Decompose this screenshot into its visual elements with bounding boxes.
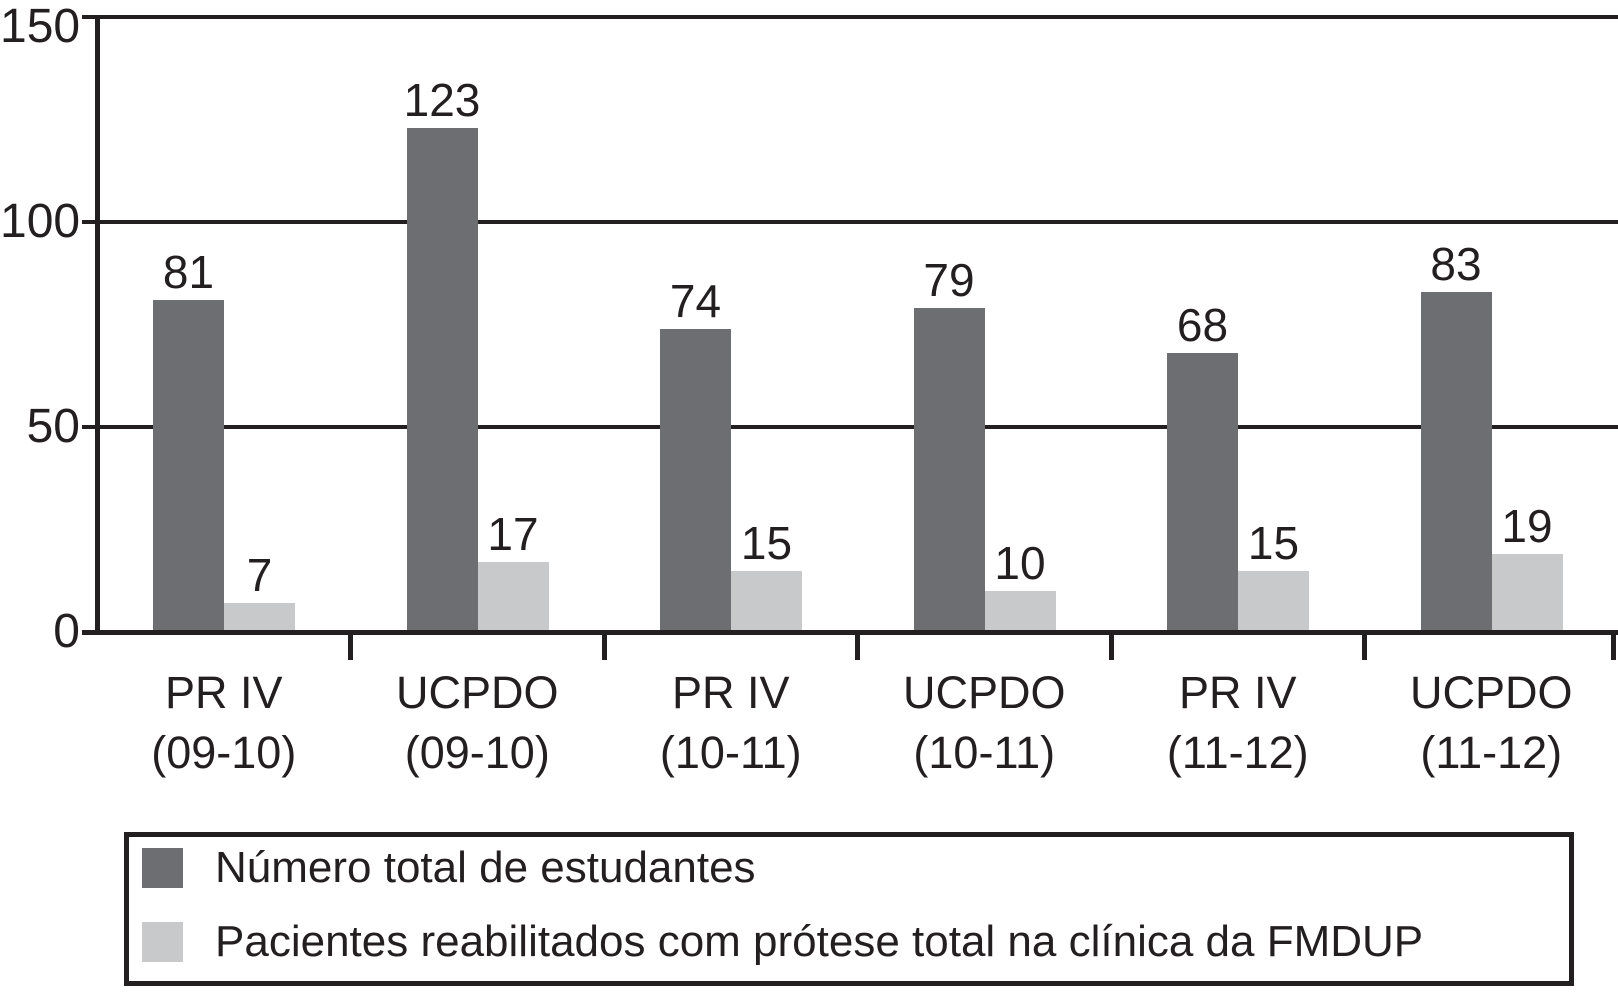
bar-dark xyxy=(153,300,224,630)
bar-light xyxy=(224,603,295,630)
x-tick xyxy=(1610,632,1616,660)
x-tick xyxy=(1362,632,1367,660)
category-label-line1: UCPDO xyxy=(903,667,1066,718)
category-label-line1: UCPDO xyxy=(1410,667,1573,718)
y-tick-label-50: 50 xyxy=(26,400,80,453)
bar-dark xyxy=(1167,353,1238,630)
bar-light xyxy=(984,591,1056,630)
category-label-line1: PR IV xyxy=(165,667,283,718)
bar-value-label: 15 xyxy=(1247,517,1300,569)
bar-light xyxy=(1238,571,1309,630)
bar-light xyxy=(731,571,802,630)
bar-value-label: 17 xyxy=(487,508,539,560)
category-label-line2: (10-11) xyxy=(659,727,802,778)
category-label-line1: UCPDO xyxy=(396,667,559,718)
legend: Número total de estudantes Pacientes rea… xyxy=(124,832,1574,986)
bar-value-label: 79 xyxy=(923,254,975,306)
bar-dark xyxy=(913,308,985,630)
bar-value-label: 74 xyxy=(669,275,722,327)
bar-value-label: 123 xyxy=(403,74,481,126)
category-label-line2: (11-12) xyxy=(1166,727,1309,778)
x-axis-line xyxy=(82,630,1618,635)
category-label-line2: (09-10) xyxy=(151,727,297,778)
legend-swatch-dark xyxy=(142,848,183,888)
x-tick xyxy=(1108,632,1114,660)
bar-dark xyxy=(1420,292,1492,630)
bar-value-label: 7 xyxy=(246,549,273,601)
gridline-100 xyxy=(82,220,1618,224)
x-tick xyxy=(348,632,353,660)
category-label-line2: (10-11) xyxy=(913,727,1056,778)
legend-label-total-students: Número total de estudantes xyxy=(215,843,756,892)
bar-value-label: 15 xyxy=(740,517,793,569)
y-tick-label-150: 150 xyxy=(0,0,81,53)
bar-value-label: 19 xyxy=(1501,500,1553,552)
category-label-line1: PR IV xyxy=(1179,667,1297,718)
y-tick-label-0: 0 xyxy=(53,605,80,658)
legend-label-rehabilitated-patients: Pacientes reabilitados com prótese total… xyxy=(215,917,1424,966)
x-tick xyxy=(855,632,860,660)
bar-light xyxy=(1491,554,1563,630)
bar-value-label: 68 xyxy=(1176,299,1229,351)
category-label-line1: PR IV xyxy=(672,667,790,718)
category-label-line2: (09-10) xyxy=(404,727,550,778)
y-tick-label-100: 100 xyxy=(0,195,81,248)
x-tick xyxy=(601,632,607,660)
y-axis-line xyxy=(95,15,100,635)
category-label-line2: (11-12) xyxy=(1420,727,1563,778)
bar-dark xyxy=(406,128,478,630)
bar-dark xyxy=(660,329,731,630)
gridline-50 xyxy=(82,425,1618,429)
legend-swatch-light xyxy=(142,922,183,962)
bar-value-label: 81 xyxy=(162,246,215,298)
bar-light xyxy=(477,562,549,630)
gridline-150 xyxy=(82,15,1618,19)
bar-value-label: 83 xyxy=(1430,238,1482,290)
bar-value-label: 10 xyxy=(994,537,1046,589)
